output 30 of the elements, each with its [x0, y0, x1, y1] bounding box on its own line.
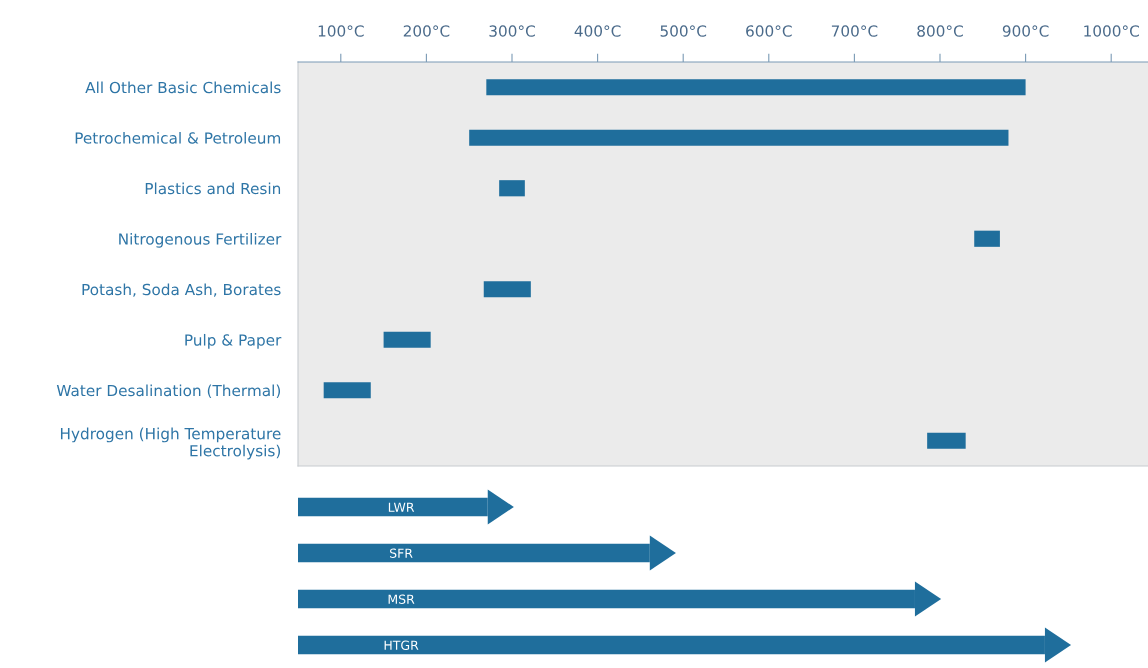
x-tick-label: 100°C: [318, 25, 364, 37]
x-tick-label: 900°C: [1002, 25, 1049, 37]
x-tick-label: 300°C: [489, 25, 535, 37]
y-tick-label: Water Desalination (Thermal): [56, 384, 281, 399]
x-tick-label: 1000°C: [1084, 25, 1139, 37]
bar: [486, 79, 1026, 96]
y-tick-label: Potash, Soda Ash, Borates: [82, 283, 281, 297]
y-tick-label: All Other Basic Chemicals: [85, 81, 281, 94]
y-tick-label: Hydrogen (High Temperature Electrolysis): [60, 427, 281, 460]
x-tick-label: 500°C: [660, 25, 707, 37]
bar: [974, 230, 1000, 247]
bar: [499, 180, 525, 197]
bar: [469, 129, 1009, 146]
x-tick-label: 200°C: [403, 25, 450, 37]
bar: [927, 432, 966, 449]
x-tick-label: 700°C: [831, 25, 878, 37]
y-tick-label: Nitrogenous Fertilizer: [119, 232, 282, 248]
y-tick-label: Plastics and Resin: [145, 182, 281, 195]
x-tick-label: 400°C: [574, 25, 621, 37]
y-tick-label: LWR: [388, 502, 415, 512]
bar: [483, 281, 531, 298]
y-tick-label: Pulp & Paper: [185, 333, 282, 349]
bar: [383, 331, 431, 348]
y-tick-label: Petrochemical & Petroleum: [75, 131, 281, 144]
y-tick-label: MSR: [388, 594, 415, 604]
x-tick-label: 800°C: [917, 25, 963, 37]
bar: [323, 382, 371, 399]
y-tick-label: HTGR: [384, 640, 419, 650]
y-tick-label: SFR: [390, 548, 413, 558]
x-tick-label: 600°C: [746, 25, 792, 37]
